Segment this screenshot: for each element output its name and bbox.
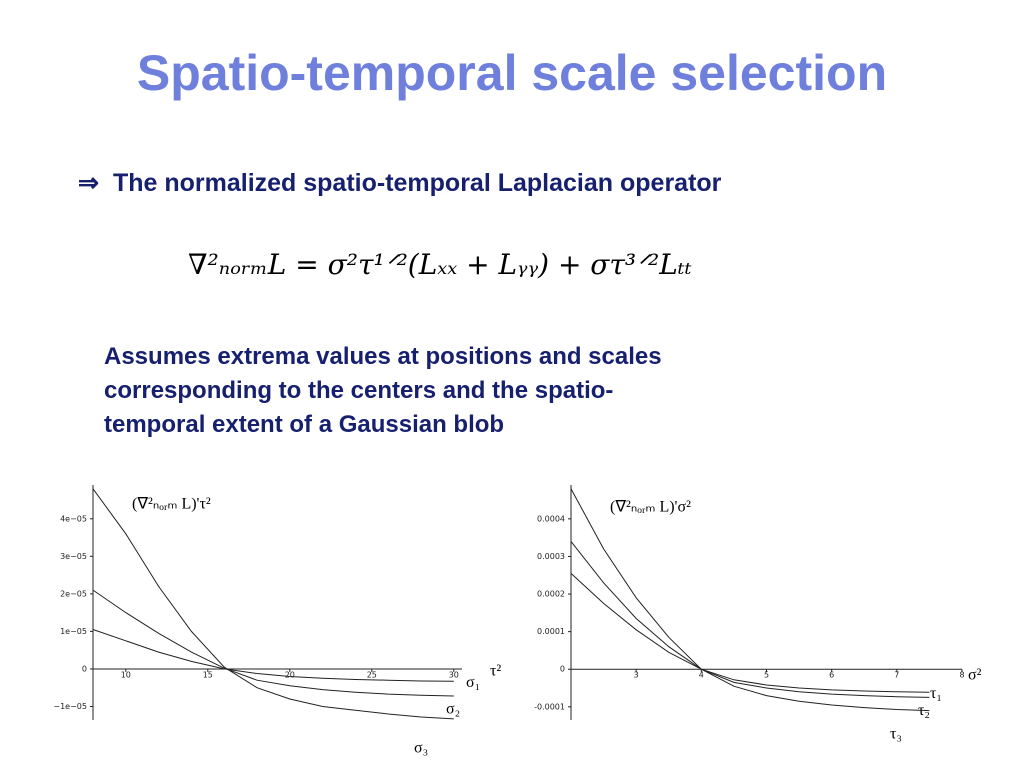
y-tick-label: 0.0004 (537, 514, 565, 523)
curve (92, 589, 454, 697)
x-axis-label: τ² (490, 663, 501, 680)
y-tick-label: 0.0003 (537, 552, 565, 561)
formula: ∇²ₙₒᵣₘL = σ²τ¹ᐟ²(Lₓₓ + Lᵧᵧ) + στ³ᐟ²Lₜₜ (188, 248, 692, 281)
y-tick-label: 0.0001 (537, 627, 565, 636)
y-tick-label: 2e−05 (60, 589, 87, 598)
x-tick-label: 15 (203, 670, 213, 679)
y-tick-label: 0 (82, 664, 87, 673)
x-axis-label: σ² (968, 667, 982, 684)
curve (570, 488, 930, 712)
y-axis-label: (∇²ₙₒᵣₘ L)'τ² (132, 496, 211, 513)
series-label: σ₂ (446, 701, 460, 718)
bullet-symbol: ⇒ (78, 169, 99, 197)
y-tick-label: 0 (560, 665, 565, 674)
bullet: ⇒ The normalized spatio-temporal Laplacia… (78, 168, 735, 198)
x-tick-label: 30 (449, 670, 459, 679)
curve (92, 488, 454, 720)
x-tick-label: 10 (121, 670, 131, 679)
y-tick-label: 4e−05 (60, 514, 87, 523)
description-line: temporal extent of a Gaussian blob (104, 411, 505, 438)
y-tick-label: -0.0001 (534, 702, 565, 711)
y-tick-label: 3e−05 (60, 552, 87, 561)
x-tick-label: 3 (634, 671, 639, 680)
x-tick-label: 7 (894, 671, 899, 680)
description: Assumes extrema values at positions and … (104, 340, 662, 442)
y-tick-label: −1e−05 (53, 702, 87, 711)
y-tick-label: 0.0002 (537, 590, 565, 599)
description-line: corresponding to the centers and the spa… (104, 377, 614, 404)
series-label: σ₃ (414, 740, 428, 757)
x-tick-label: 25 (367, 670, 377, 679)
series-label: τ₃ (890, 725, 902, 742)
series-label: σ₁ (466, 674, 480, 691)
y-axis-label: (∇²ₙₒᵣₘ L)'σ² (610, 499, 691, 516)
x-tick-label: 4 (699, 671, 704, 680)
y-tick-label: 1e−05 (60, 627, 87, 636)
curve (570, 541, 930, 698)
bullet-text: The normalized spatio-temporal Laplacian… (112, 169, 722, 197)
curve (92, 629, 454, 682)
series-label: τ₁ (930, 685, 942, 702)
x-tick-label: 20 (285, 670, 295, 679)
x-tick-label: 8 (959, 671, 964, 680)
curve (570, 573, 930, 693)
slide-title: Spatio-temporal scale selection (136, 45, 888, 101)
x-tick-label: 6 (829, 671, 834, 680)
x-tick-label: 5 (764, 671, 769, 680)
description-line: Assumes extrema values at positions and … (104, 343, 662, 370)
